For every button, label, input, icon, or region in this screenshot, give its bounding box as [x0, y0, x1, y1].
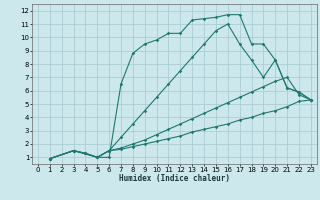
X-axis label: Humidex (Indice chaleur): Humidex (Indice chaleur): [119, 174, 230, 183]
